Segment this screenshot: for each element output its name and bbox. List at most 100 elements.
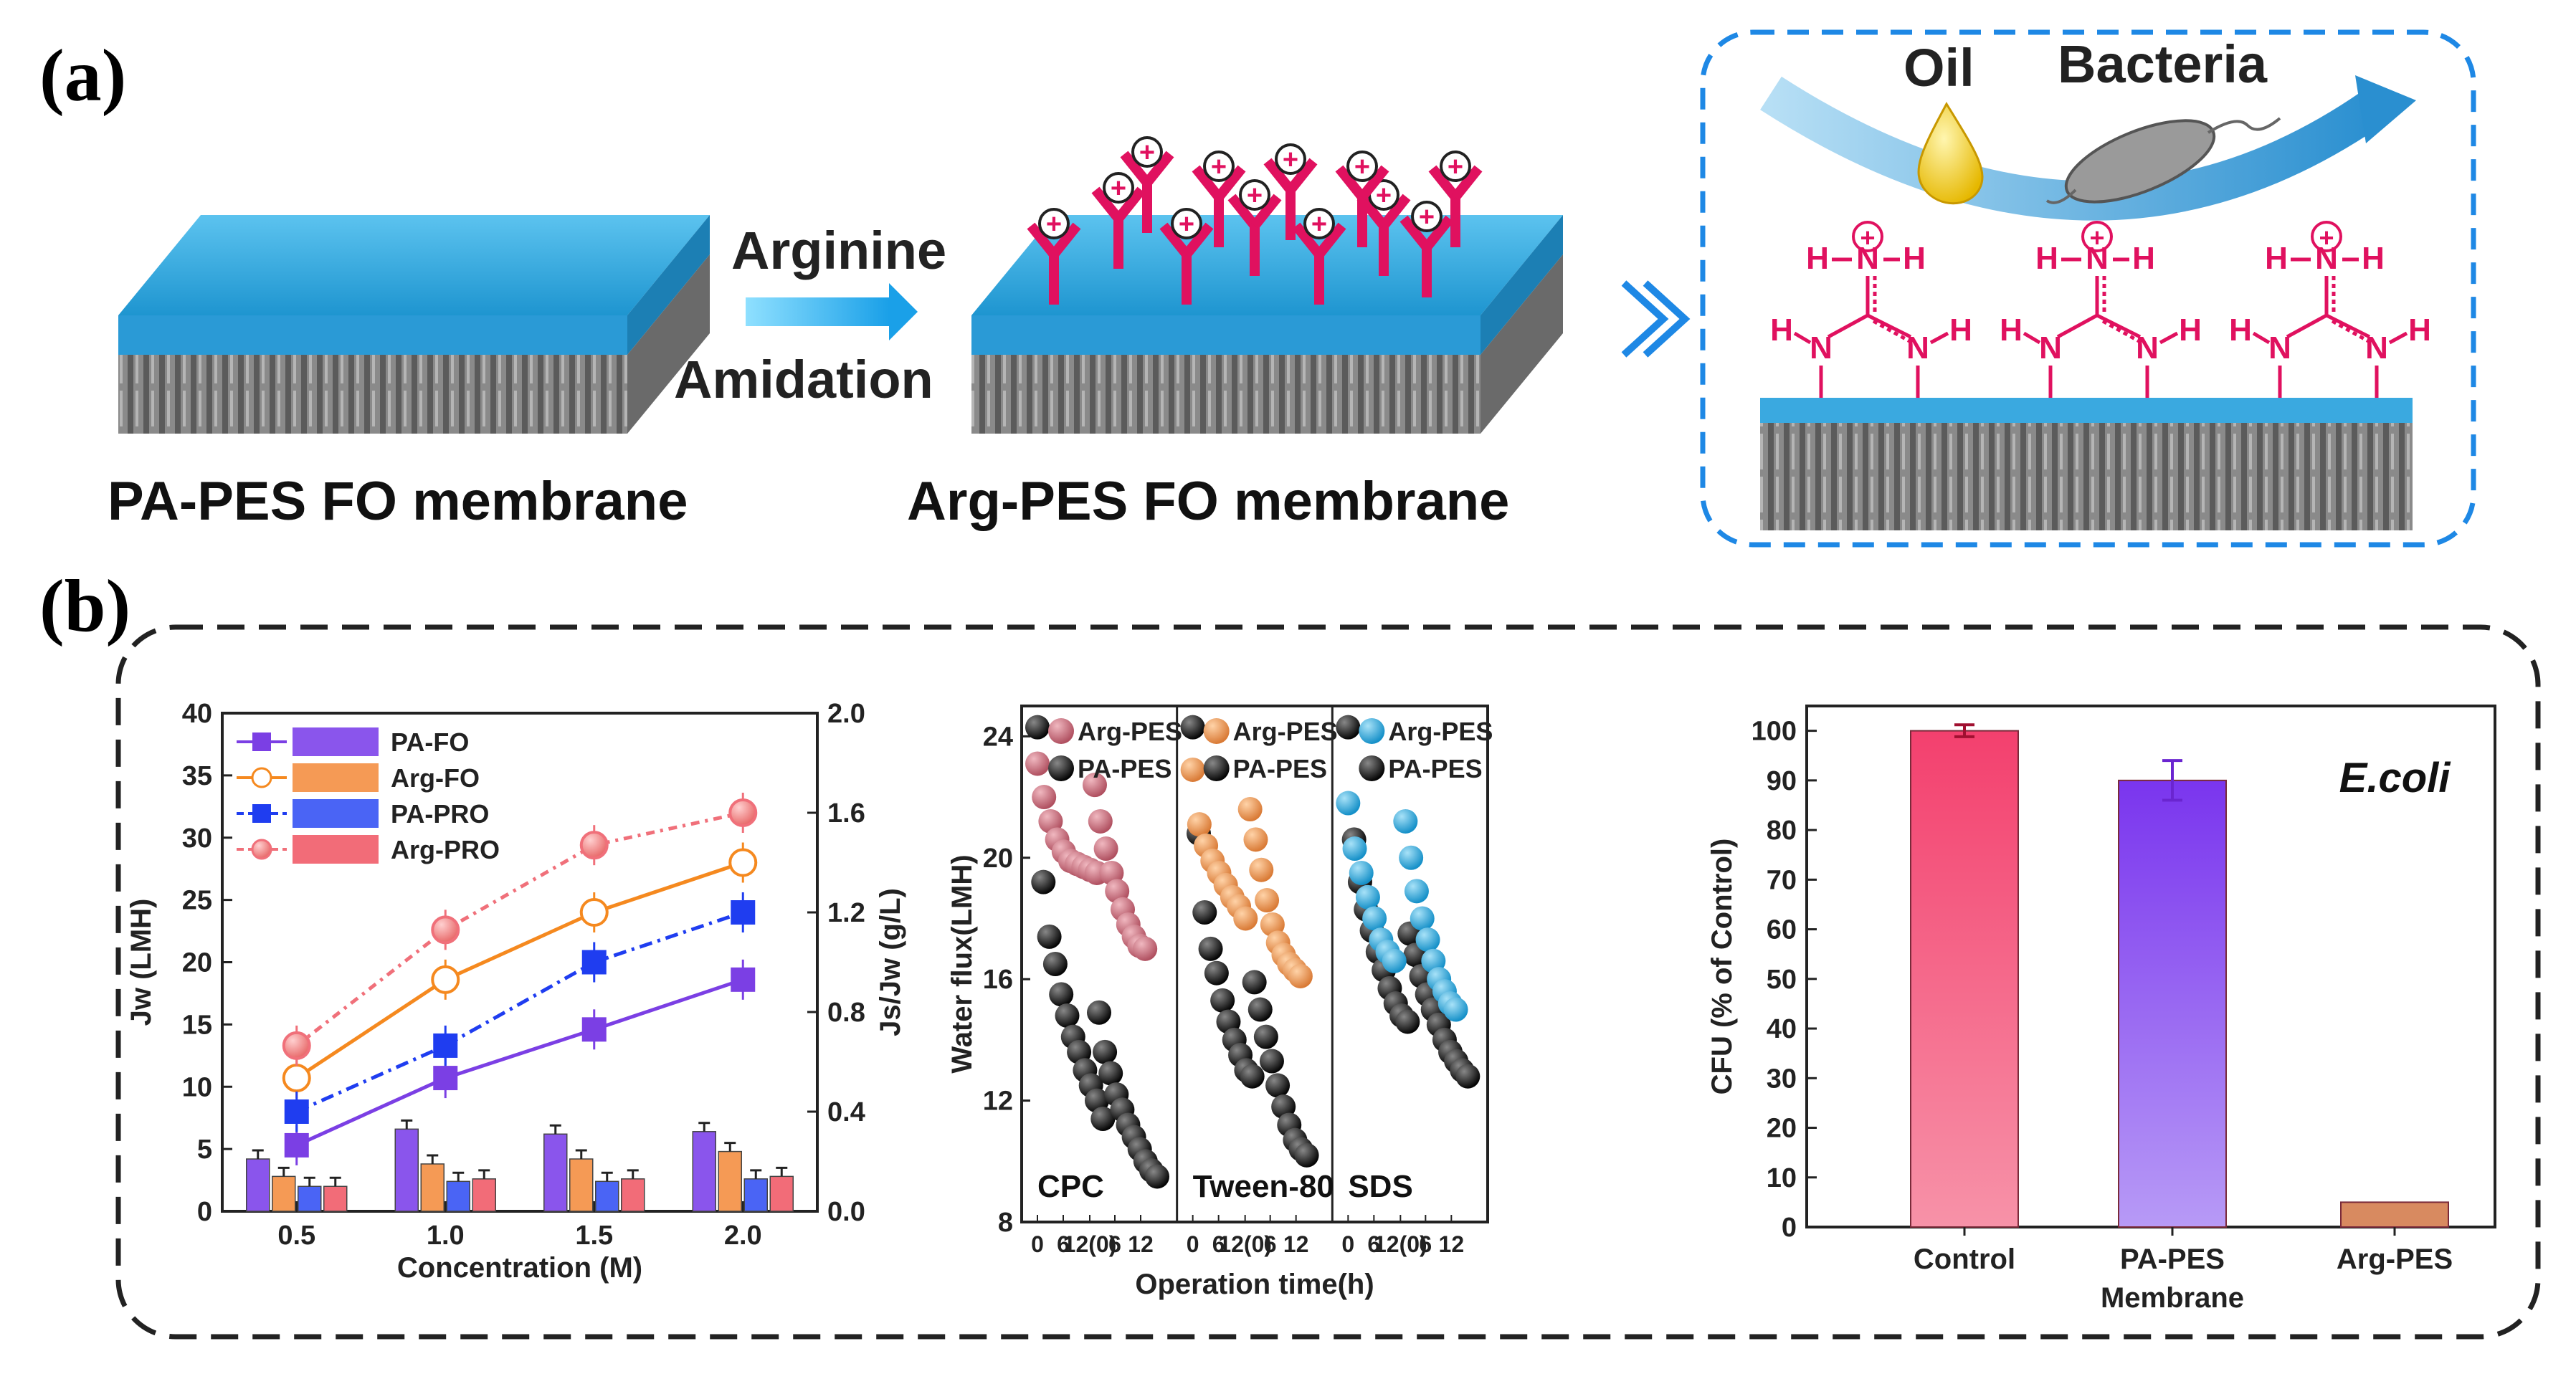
pa-pes-point: [1247, 997, 1273, 1022]
ligand-arm: [1428, 165, 1460, 201]
reaction-arrow-icon: [746, 283, 918, 340]
pa-pes-point: [1265, 1073, 1291, 1098]
jw-point: [282, 1031, 311, 1060]
y-tick-label: 35: [182, 761, 212, 791]
y2-tick-label: 0.0: [827, 1197, 865, 1227]
ligand-arm: [1114, 186, 1146, 222]
x-tick-label: 12: [1128, 1231, 1154, 1257]
ligand-arm: [1286, 158, 1318, 194]
ligand-y-icon: +: [1428, 151, 1483, 247]
ligand-arm: [1159, 222, 1191, 258]
jw-point: [433, 1066, 458, 1091]
js-jw-bar: [246, 1158, 270, 1212]
atom-label: H: [2265, 241, 2288, 276]
ligand-arm: [1358, 165, 1389, 201]
legend-marker: [252, 732, 271, 751]
inset-membrane-icon: [1760, 398, 2413, 530]
arginine-text: Arginine: [731, 221, 946, 280]
jw-point: [431, 915, 460, 945]
y-tick-label: 5: [197, 1135, 212, 1165]
bond-line: [2159, 331, 2179, 345]
x-tick-label: 6: [1419, 1231, 1432, 1257]
atom-label: H: [2408, 312, 2431, 348]
x-tick-label: 6: [1108, 1231, 1121, 1257]
ligand-arm: [1451, 165, 1483, 201]
panel-b: (b) 0 5 10 15 20 25 30 35 40 0.0 0.4 0.8 1.2 1.6 2.0 0.…: [39, 565, 2541, 1340]
ligand-y-icon: +: [1292, 208, 1346, 305]
y-tick-label: 60: [1767, 915, 1797, 945]
positive-charge-icon: [1171, 208, 1202, 239]
pa-pes-point: [1259, 1049, 1284, 1074]
atom-label: N: [1856, 241, 1879, 276]
x-tick-label: 6: [1264, 1231, 1277, 1257]
cfu-bar: [2340, 1201, 2449, 1228]
ligand-arm: [1422, 215, 1454, 251]
arg-pes-point: [1443, 997, 1468, 1022]
charge-symbol: +: [1046, 209, 1062, 239]
bond-line: [2056, 313, 2099, 339]
y-tick-label: 8: [998, 1208, 1013, 1238]
y-tick-label: 40: [1767, 1014, 1797, 1044]
y2-axis-title: Js/Jw (g/L): [875, 888, 906, 1036]
ligand-arm: [1250, 194, 1282, 229]
legend-marker: [251, 839, 272, 860]
pa-pes-point: [1180, 715, 1205, 740]
atom-label: H: [1903, 241, 1926, 276]
x-tick-label: 0: [1341, 1231, 1354, 1257]
arg-pes-point: [1187, 812, 1212, 837]
y2-tick-label: 0.4: [827, 1097, 865, 1127]
legend-marker: [1359, 718, 1385, 744]
arg-pes-point: [1288, 963, 1313, 988]
js-jw-bar: [472, 1178, 496, 1212]
y-axis-title: Jw (LMH): [125, 899, 157, 1026]
jw-point: [579, 831, 609, 860]
jw-series-line: [295, 978, 744, 1147]
js-jw-bar: [595, 1180, 619, 1212]
y2-tick-label: 1.2: [827, 898, 865, 928]
y-tick-label: 80: [1767, 816, 1797, 846]
legend-marker: [1048, 755, 1074, 781]
ligand-y-icon: +: [1192, 151, 1246, 247]
arg-pes-point: [1349, 860, 1374, 885]
bond-line: [2023, 331, 2041, 345]
y-axis-title: CFU (% of Control): [1706, 839, 1738, 1095]
jw-point: [433, 1033, 458, 1058]
pa-pes-point: [1242, 970, 1267, 995]
js-jw-bar: [769, 1175, 794, 1212]
x-tick-label: 1.5: [575, 1221, 613, 1251]
pa-pes-point: [1253, 1024, 1278, 1049]
jw-series-line: [295, 811, 743, 1047]
ligand-arm: [1263, 158, 1295, 194]
arg-pes-point: [1083, 773, 1107, 798]
atom-label: N: [2315, 241, 2338, 276]
js-jw-bar: [420, 1163, 445, 1212]
arginine-ligands: ++++++++ + + + +: [1027, 136, 1483, 305]
pa-pes-membrane-illustration: [118, 215, 710, 434]
y-tick-label: 30: [182, 824, 212, 854]
arg-pes-point: [1133, 936, 1158, 961]
oil-droplet-icon: [1917, 101, 1984, 205]
charge-symbol: +: [1211, 152, 1227, 182]
js-jw-bar: [272, 1175, 296, 1212]
atom-label: H: [1770, 312, 1793, 348]
positive-charge-icon: [1131, 136, 1163, 168]
y-tick-label: 50: [1767, 965, 1797, 995]
y-tick-label: 16: [983, 965, 1013, 995]
pa-pes-point: [1098, 1061, 1123, 1086]
arg-pes-point: [1393, 808, 1418, 834]
charge-symbol: +: [2319, 223, 2334, 252]
bond-line: [1793, 331, 1812, 345]
js-jw-bar: [743, 1178, 768, 1212]
ligand-arm: [1091, 186, 1123, 222]
pa-pes-point: [1049, 982, 1074, 1007]
atom-label: H: [1806, 241, 1829, 276]
ligand-arm: [1379, 194, 1411, 229]
pa-pes-point: [1210, 988, 1235, 1013]
bacteria-label: Bacteria: [2058, 34, 2268, 94]
y-tick-label: 30: [1767, 1064, 1797, 1094]
pa-pes-caption: PA-PES FO membrane: [108, 471, 688, 532]
x-tick-label: 6: [1212, 1231, 1225, 1257]
jw-point: [284, 1099, 309, 1124]
subpanel-label: CPC: [1037, 1169, 1104, 1204]
js-jw-bar: [543, 1133, 568, 1212]
